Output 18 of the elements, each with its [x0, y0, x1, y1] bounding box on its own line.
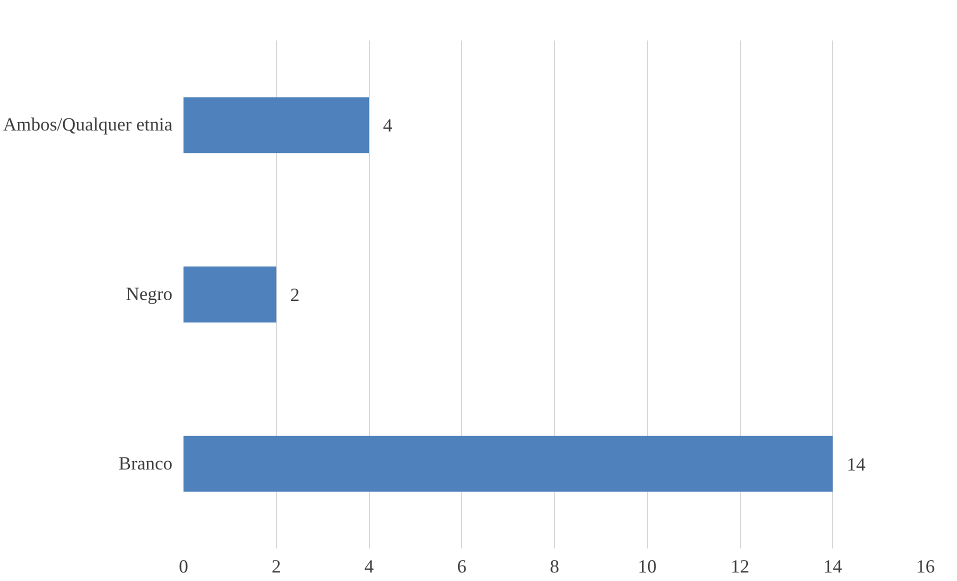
x-tick-label: 0 — [178, 556, 188, 578]
x-tick-label: 8 — [550, 556, 560, 578]
x-tick-label: 16 — [916, 556, 935, 578]
x-tick-label: 12 — [730, 556, 750, 578]
x-tick-label: 6 — [457, 556, 466, 578]
bar — [184, 266, 276, 322]
y-tick-label: Negro — [126, 284, 173, 305]
y-tick-label: Branco — [118, 453, 172, 474]
x-tick-label: 4 — [364, 556, 374, 578]
data-label: 4 — [383, 116, 393, 137]
x-tick-label: 14 — [823, 556, 843, 578]
x-tick-label: 10 — [638, 556, 657, 578]
data-label: 2 — [290, 285, 300, 306]
bar — [184, 97, 369, 154]
y-tick-label: Ambos/Qualquer etnia — [3, 114, 174, 136]
bar — [184, 436, 833, 492]
data-label: 14 — [846, 454, 866, 476]
x-tick-label: 2 — [272, 556, 281, 578]
